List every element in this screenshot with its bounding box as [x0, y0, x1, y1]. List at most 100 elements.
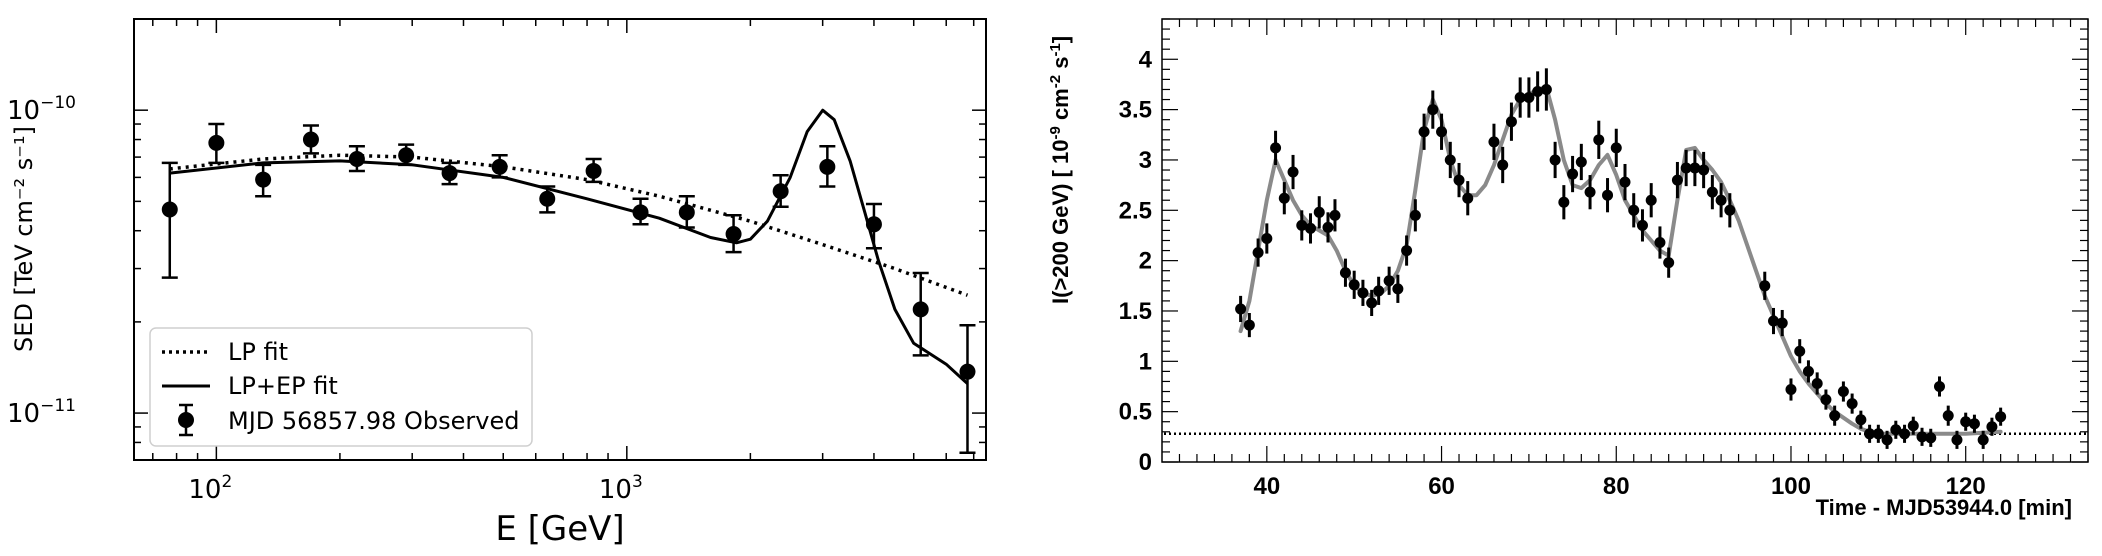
lc-marker	[1488, 136, 1500, 148]
lc-x-tick-label: 100	[1771, 473, 1811, 500]
sed-marker	[585, 162, 602, 179]
lc-marker	[1951, 434, 1963, 446]
lc-fit-line	[1238, 85, 2003, 436]
sed-data-point	[441, 161, 458, 186]
lc-marker	[1724, 204, 1736, 216]
lc-marker	[1235, 303, 1247, 315]
lc-data-point	[1593, 120, 1605, 159]
lc-data-point	[1383, 266, 1395, 295]
sed-observed-points	[161, 122, 976, 454]
sed-marker	[398, 147, 415, 164]
lc-data-point	[1942, 405, 1954, 426]
sed-data-point	[725, 213, 742, 254]
lc-data-point	[1243, 312, 1255, 338]
lc-marker	[1593, 134, 1605, 146]
lc-y-tick-label: 3.5	[1119, 97, 1152, 124]
lc-marker	[1305, 222, 1317, 234]
lc-marker	[1575, 156, 1587, 168]
lc-marker	[1916, 431, 1928, 443]
light-curve-chart: 40 60 80 100 120 0 0.5 1 1.5 2 2.5 3 3.5 4 Time - MJD…	[1047, 18, 2089, 520]
lc-marker	[1549, 154, 1561, 166]
lc-marker	[1427, 104, 1439, 116]
lc-marker	[1933, 380, 1945, 392]
lc-marker	[1960, 416, 1972, 428]
lc-data-point	[1602, 178, 1614, 213]
lc-data-point	[1418, 113, 1430, 150]
sed-fit-curves	[169, 108, 969, 385]
lc-marker	[1785, 384, 1797, 396]
sed-data-point	[348, 145, 365, 173]
lc-data-point	[1995, 407, 2007, 426]
lc-data-point	[1366, 289, 1378, 317]
lc-data-point	[1305, 213, 1317, 244]
sed-data-point	[398, 143, 415, 167]
lc-data-point	[1619, 163, 1631, 201]
lc-data-point	[1846, 393, 1858, 414]
lc-data-point	[1768, 307, 1780, 335]
lc-y-tick-label: 0.5	[1119, 399, 1152, 426]
lc-marker	[1706, 186, 1718, 198]
lc-marker	[1890, 424, 1902, 436]
sed-ticks: 102 103 10−11 10−10	[7, 18, 986, 505]
sed-marker	[161, 201, 178, 218]
legend-observed-label: MJD 56857.98 Observed	[228, 407, 520, 435]
lc-marker	[1942, 410, 1954, 422]
light-curve-ticks: 40 60 80 100 120 0 0.5 1 1.5 2 2.5 3 3.5 4	[1119, 18, 2089, 500]
sed-marker	[348, 150, 365, 167]
light-curve-points	[1235, 68, 2007, 449]
sed-y-tick-label: 10−10	[7, 93, 76, 126]
lc-data-point	[1855, 410, 1867, 429]
lc-data-point	[1645, 183, 1657, 218]
lc-marker	[1392, 283, 1404, 295]
sed-data-point	[491, 153, 508, 179]
sed-data-point	[912, 271, 929, 357]
lc-data-point	[1759, 271, 1771, 300]
lc-data-point	[1794, 339, 1806, 364]
sed-marker	[912, 301, 929, 318]
lc-data-point	[1348, 270, 1360, 299]
lc-marker	[1252, 247, 1264, 259]
lc-data-point	[1427, 90, 1439, 129]
sed-marker	[725, 226, 742, 243]
lc-data-point	[1706, 175, 1718, 210]
sed-data-point	[865, 202, 882, 250]
lc-marker	[1278, 192, 1290, 204]
lc-marker	[1313, 206, 1325, 218]
lc-marker	[1409, 209, 1421, 221]
sed-marker	[632, 204, 649, 221]
lc-data-point	[1392, 274, 1404, 303]
lc-data-point	[1558, 185, 1570, 220]
lc-marker	[1802, 365, 1814, 377]
lc-y-tick-label: 4	[1139, 46, 1153, 73]
sed-chart: 102 103 10−11 10−10 E [GeV] SED [TeV cm⁻² s…	[7, 18, 987, 549]
lc-marker	[1540, 83, 1552, 95]
lc-marker	[1680, 162, 1692, 174]
sed-data-point	[161, 161, 178, 279]
lc-marker	[1881, 434, 1893, 446]
sed-marker	[255, 171, 272, 188]
lc-marker	[1453, 174, 1465, 186]
lc-marker	[1907, 420, 1919, 432]
lc-marker	[1348, 279, 1360, 291]
lc-marker	[1602, 189, 1614, 201]
sed-marker	[772, 183, 789, 200]
lc-marker	[1837, 386, 1849, 398]
lc-marker	[1846, 398, 1858, 410]
lc-marker	[1864, 428, 1876, 440]
lc-data-point	[1357, 279, 1369, 306]
lc-data-point	[1680, 149, 1692, 187]
lc-data-point	[1890, 420, 1902, 439]
sed-y-tick-label: 10−11	[7, 396, 76, 429]
light-curve-y-axis-title: I(>200 GeV) [ 10-9 cm-2 s-1]	[1047, 36, 1073, 304]
lc-data-point	[1811, 372, 1823, 395]
lc-marker	[1401, 245, 1413, 257]
lc-data-point	[1401, 235, 1413, 266]
legend-observed-swatch	[178, 403, 194, 437]
lc-marker	[1689, 162, 1701, 174]
lc-data-point	[1296, 210, 1308, 241]
lc-data-point	[1925, 428, 1937, 447]
sed-y-axis-title: SED [TeV cm⁻² s⁻¹]	[10, 126, 38, 352]
lc-marker	[1628, 204, 1640, 216]
sed-marker	[441, 165, 458, 182]
lc-data-point	[1837, 381, 1849, 402]
